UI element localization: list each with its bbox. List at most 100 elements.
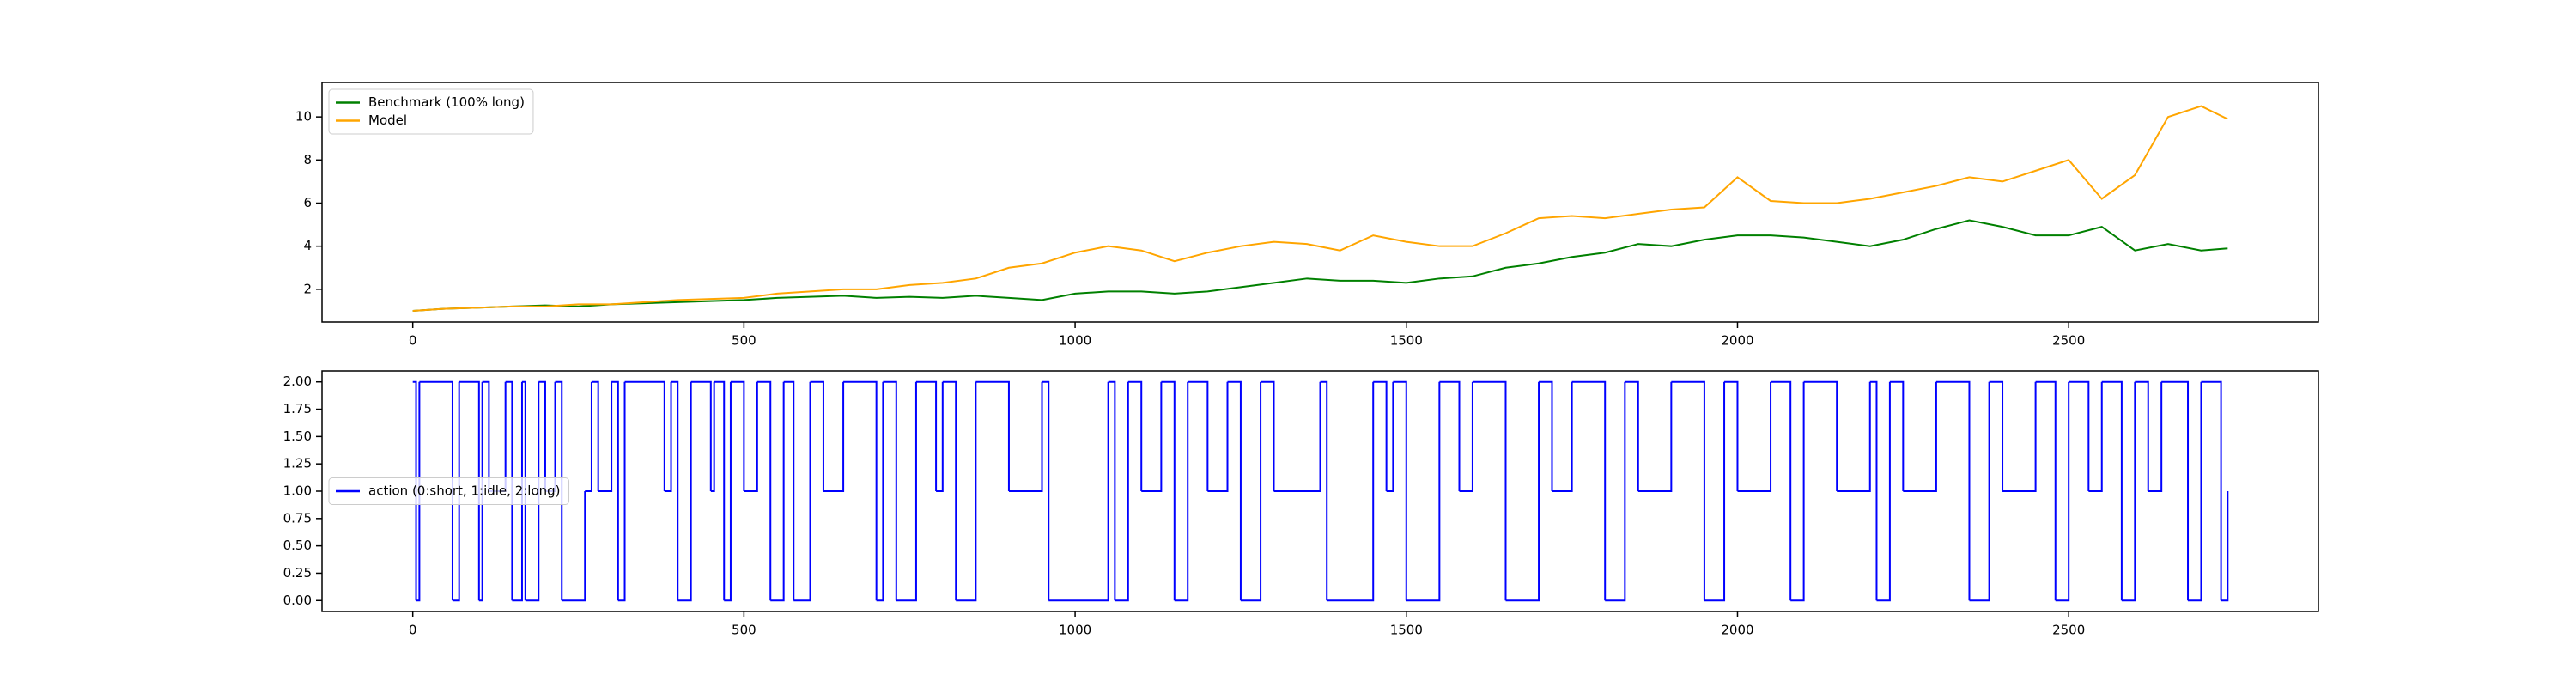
step-segment (624, 380, 665, 491)
y-tick-label: 2 (303, 281, 312, 296)
step-segment (2121, 381, 2136, 602)
step-segment (525, 381, 540, 602)
y-tick-label: 2.00 (283, 374, 312, 389)
step-segment (489, 381, 507, 492)
x-tick-label: 1000 (1059, 333, 1091, 349)
step-segment (710, 381, 715, 492)
step-segment (1174, 381, 1189, 602)
step-segment (677, 381, 692, 602)
step-segment (793, 381, 811, 602)
step-segment (2101, 380, 2123, 601)
step-segment (724, 381, 732, 602)
step-segment (2069, 380, 2090, 491)
step-segment (591, 380, 599, 491)
step-segment (2055, 381, 2070, 602)
legend-label: action (0:short, 1:idle, 2:long) (368, 483, 561, 499)
step-segment (544, 381, 556, 492)
step-segment (883, 380, 897, 601)
step-segment (843, 380, 878, 601)
step-segment (1406, 381, 1441, 602)
step-segment (1439, 380, 1461, 491)
y-tick-label: 0.00 (283, 593, 312, 608)
step-segment (664, 381, 672, 492)
step-segment (2148, 381, 2163, 492)
y-tick-label: 0.25 (283, 565, 312, 581)
step-segment (1552, 381, 1573, 492)
step-segment (915, 380, 938, 491)
step-segment (2088, 381, 2103, 492)
x-tick-label: 0 (409, 333, 417, 349)
step-segment (2201, 380, 2222, 601)
step-segment (452, 381, 460, 602)
x-tick-label: 2000 (1721, 623, 1753, 638)
step-segment (2221, 491, 2229, 602)
step-segment (1261, 380, 1275, 491)
step-segment (714, 380, 726, 601)
x-tick-label: 500 (732, 333, 756, 349)
step-segment (1472, 380, 1507, 601)
step-segment (1889, 380, 1905, 491)
x-tick-label: 2000 (1721, 333, 1753, 349)
step-segment (1373, 380, 1388, 491)
y-tick-label: 0.75 (283, 510, 312, 526)
step-segment (419, 380, 453, 601)
step-segment (1869, 380, 1878, 601)
step-segment (975, 380, 1010, 491)
step-segment (1108, 380, 1116, 601)
step-segment (1969, 381, 1990, 602)
legend: Benchmark (100% long) Model (328, 88, 534, 135)
step-segment (2161, 380, 2190, 601)
legend: action (0:short, 1:idle, 2:long) (328, 477, 570, 505)
step-segment (876, 381, 884, 602)
x-tick-label: 1500 (1390, 333, 1423, 349)
step-segment (1876, 381, 1891, 602)
step-segment (459, 380, 480, 601)
step-segment (1273, 381, 1321, 492)
y-tick-label: 1.25 (283, 456, 312, 471)
step-segment (896, 381, 917, 602)
step-segment (2135, 380, 2149, 491)
step-segment (1327, 381, 1375, 602)
y-tick-label: 1.00 (283, 483, 312, 499)
series-line (412, 219, 2228, 312)
step-segment (936, 381, 944, 492)
step-segment (1637, 381, 1673, 492)
step-segment (1625, 380, 1639, 491)
y-tick-label: 10 (295, 109, 312, 125)
step-segment (521, 380, 526, 601)
step-segment (585, 381, 592, 492)
axes-frame (321, 370, 2319, 612)
legend-label: Benchmark (100% long) (368, 94, 525, 110)
step-segment (1188, 380, 1209, 491)
step-segment (478, 381, 483, 602)
y-tick-label: 0.50 (283, 538, 312, 553)
step-segment (1704, 381, 1726, 602)
step-segment (942, 380, 957, 601)
step-segment (810, 380, 824, 491)
step-segment (756, 380, 772, 601)
step-segment (1989, 380, 2004, 491)
step-segment (770, 381, 785, 602)
step-segment (1048, 381, 1109, 602)
series-line (412, 105, 2228, 312)
step-segment (1240, 381, 1262, 602)
step-segment (2002, 381, 2037, 492)
step-segment (1903, 381, 1937, 492)
x-tick-label: 1000 (1059, 623, 1091, 638)
legend-label: Model (368, 112, 407, 128)
x-tick-label: 0 (409, 623, 417, 638)
step-segment (512, 381, 523, 602)
step-segment (1207, 381, 1229, 492)
step-segment (1771, 380, 1792, 601)
step-segment (1115, 381, 1129, 602)
step-segment (1008, 381, 1043, 492)
y-tick-label: 1.50 (283, 429, 312, 444)
y-tick-label: 4 (303, 238, 312, 253)
step-segment (1459, 381, 1473, 492)
legend-box (328, 88, 534, 135)
step-segment (1605, 381, 1626, 602)
step-segment (956, 381, 977, 602)
step-segment (1935, 380, 1971, 601)
step-segment (1141, 381, 1163, 492)
